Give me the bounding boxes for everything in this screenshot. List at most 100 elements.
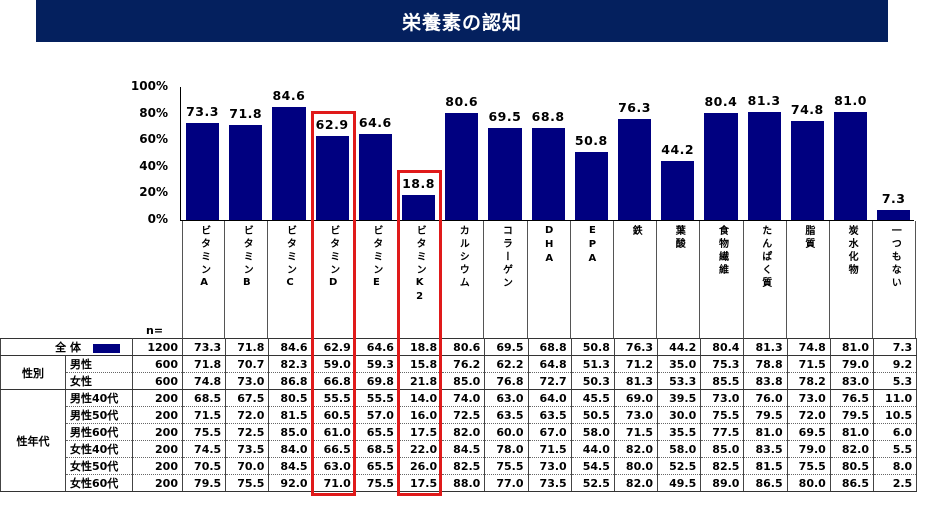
value-cell: 60.0 bbox=[484, 423, 529, 441]
value-cell: 72.5 bbox=[441, 406, 486, 424]
value-cell: 62.2 bbox=[484, 355, 529, 373]
value-cell: 16.0 bbox=[397, 406, 443, 424]
value-cell: 50.3 bbox=[570, 372, 615, 390]
value-cell: 67.0 bbox=[527, 423, 572, 441]
value-cell: 59.3 bbox=[354, 355, 399, 373]
value-cell: 63.5 bbox=[527, 406, 572, 424]
category-label: コラーゲン bbox=[500, 225, 512, 290]
value-cell: 74.0 bbox=[441, 389, 486, 407]
category-label-cell: 炭水化物 bbox=[830, 221, 874, 338]
value-cell: 76.2 bbox=[441, 355, 486, 373]
value-cell: 35.5 bbox=[657, 423, 702, 441]
category-label: EPA bbox=[586, 225, 598, 267]
category-label: 炭水化物 bbox=[846, 225, 858, 277]
n-cell: 200 bbox=[132, 406, 183, 424]
category-label: ビタミンB bbox=[241, 225, 253, 291]
bar-value-label: 80.6 bbox=[445, 93, 479, 109]
value-cell: 22.0 bbox=[397, 440, 443, 458]
value-cell: 80.4 bbox=[700, 338, 745, 356]
bar bbox=[531, 128, 565, 220]
value-cell: 30.0 bbox=[657, 406, 702, 424]
value-cell: 64.8 bbox=[527, 355, 572, 373]
bar bbox=[402, 194, 436, 220]
bar bbox=[661, 161, 695, 220]
category-label: 一つもない bbox=[889, 225, 901, 290]
category-label-cell: ビタミンK2 bbox=[398, 221, 442, 338]
category-label: カルシウム bbox=[457, 225, 469, 290]
value-cell: 75.5 bbox=[181, 423, 227, 441]
page-title: 栄養素の認知 bbox=[401, 11, 522, 34]
n-cell: 200 bbox=[132, 474, 183, 492]
category-label-cell: ビタミンA bbox=[182, 221, 226, 338]
bar bbox=[229, 124, 263, 220]
value-cell: 59.0 bbox=[311, 355, 356, 373]
value-cell: 50.8 bbox=[570, 338, 615, 356]
category-label-cell: たんぱく質 bbox=[744, 221, 787, 338]
value-cell: 73.0 bbox=[700, 389, 745, 407]
bar-value-label: 64.6 bbox=[358, 115, 392, 131]
y-tick-label: 80% bbox=[139, 105, 168, 120]
value-cell: 39.5 bbox=[657, 389, 702, 407]
row-label: 男性 bbox=[65, 355, 133, 373]
value-cell: 51.3 bbox=[570, 355, 615, 373]
value-cell: 71.8 bbox=[225, 338, 270, 356]
value-cell: 73.3 bbox=[181, 338, 227, 356]
value-cell: 60.5 bbox=[311, 406, 356, 424]
table-row: 女性 600 74.8 73.0 86.8 66.8 69.8 21.8 85.0 76.8 72.… bbox=[1, 372, 918, 390]
category-label: ビタミンE bbox=[370, 225, 382, 291]
value-cell: 77.5 bbox=[700, 423, 745, 441]
value-cell: 85.5 bbox=[700, 372, 745, 390]
total-label: 全 体 bbox=[0, 338, 133, 356]
value-cell: 66.5 bbox=[311, 440, 356, 458]
value-cell: 83.5 bbox=[743, 440, 788, 458]
value-cell: 70.0 bbox=[225, 457, 270, 475]
value-cell: 80.0 bbox=[613, 457, 659, 475]
value-cell: 61.0 bbox=[311, 423, 356, 441]
value-cell: 63.0 bbox=[484, 389, 529, 407]
x-axis-line bbox=[180, 220, 914, 221]
category-label-cell: ビタミンD bbox=[312, 221, 355, 338]
value-cell: 86.5 bbox=[743, 474, 788, 492]
value-cell: 63.0 bbox=[311, 457, 356, 475]
n-cell: 600 bbox=[132, 372, 183, 390]
group-label: 性別 bbox=[0, 355, 66, 390]
value-cell: 82.0 bbox=[441, 423, 486, 441]
category-label: 葉酸 bbox=[673, 225, 685, 251]
value-cell: 58.0 bbox=[570, 423, 615, 441]
value-cell: 18.8 bbox=[397, 338, 443, 356]
value-cell: 71.5 bbox=[613, 423, 659, 441]
value-cell: 21.8 bbox=[397, 372, 443, 390]
value-cell: 62.9 bbox=[311, 338, 356, 356]
value-cell: 11.0 bbox=[872, 389, 918, 407]
category-label: DHA bbox=[543, 225, 555, 267]
value-cell: 68.5 bbox=[181, 389, 227, 407]
value-cell: 75.5 bbox=[354, 474, 399, 492]
y-axis-line bbox=[180, 87, 181, 221]
value-cell: 79.5 bbox=[829, 406, 875, 424]
n-cell: 200 bbox=[132, 457, 183, 475]
value-cell: 55.5 bbox=[354, 389, 399, 407]
value-cell: 54.5 bbox=[570, 457, 615, 475]
value-cell: 81.3 bbox=[743, 338, 788, 356]
value-cell: 10.5 bbox=[872, 406, 918, 424]
value-cell: 66.8 bbox=[311, 372, 356, 390]
value-cell: 71.2 bbox=[613, 355, 659, 373]
n-cell: 200 bbox=[132, 423, 183, 441]
bar bbox=[445, 112, 479, 220]
value-cell: 88.0 bbox=[441, 474, 486, 492]
value-cell: 64.6 bbox=[354, 338, 399, 356]
value-cell: 80.0 bbox=[786, 474, 831, 492]
bar bbox=[358, 134, 392, 220]
value-cell: 85.0 bbox=[268, 423, 313, 441]
value-cell: 79.0 bbox=[786, 440, 831, 458]
value-cell: 72.7 bbox=[527, 372, 572, 390]
value-cell: 92.0 bbox=[268, 474, 313, 492]
title-banner: 栄養素の認知 bbox=[36, 0, 888, 42]
value-cell: 84.6 bbox=[268, 338, 313, 356]
table-row: 女性50代 200 70.5 70.0 84.5 63.0 65.5 26.0 82.5 75.5… bbox=[1, 457, 918, 475]
value-cell: 44.0 bbox=[570, 440, 615, 458]
row-label: 女性40代 bbox=[65, 440, 133, 458]
category-label-cell: 脂質 bbox=[787, 221, 830, 338]
value-cell: 71.8 bbox=[181, 355, 227, 373]
value-cell: 74.8 bbox=[786, 338, 831, 356]
